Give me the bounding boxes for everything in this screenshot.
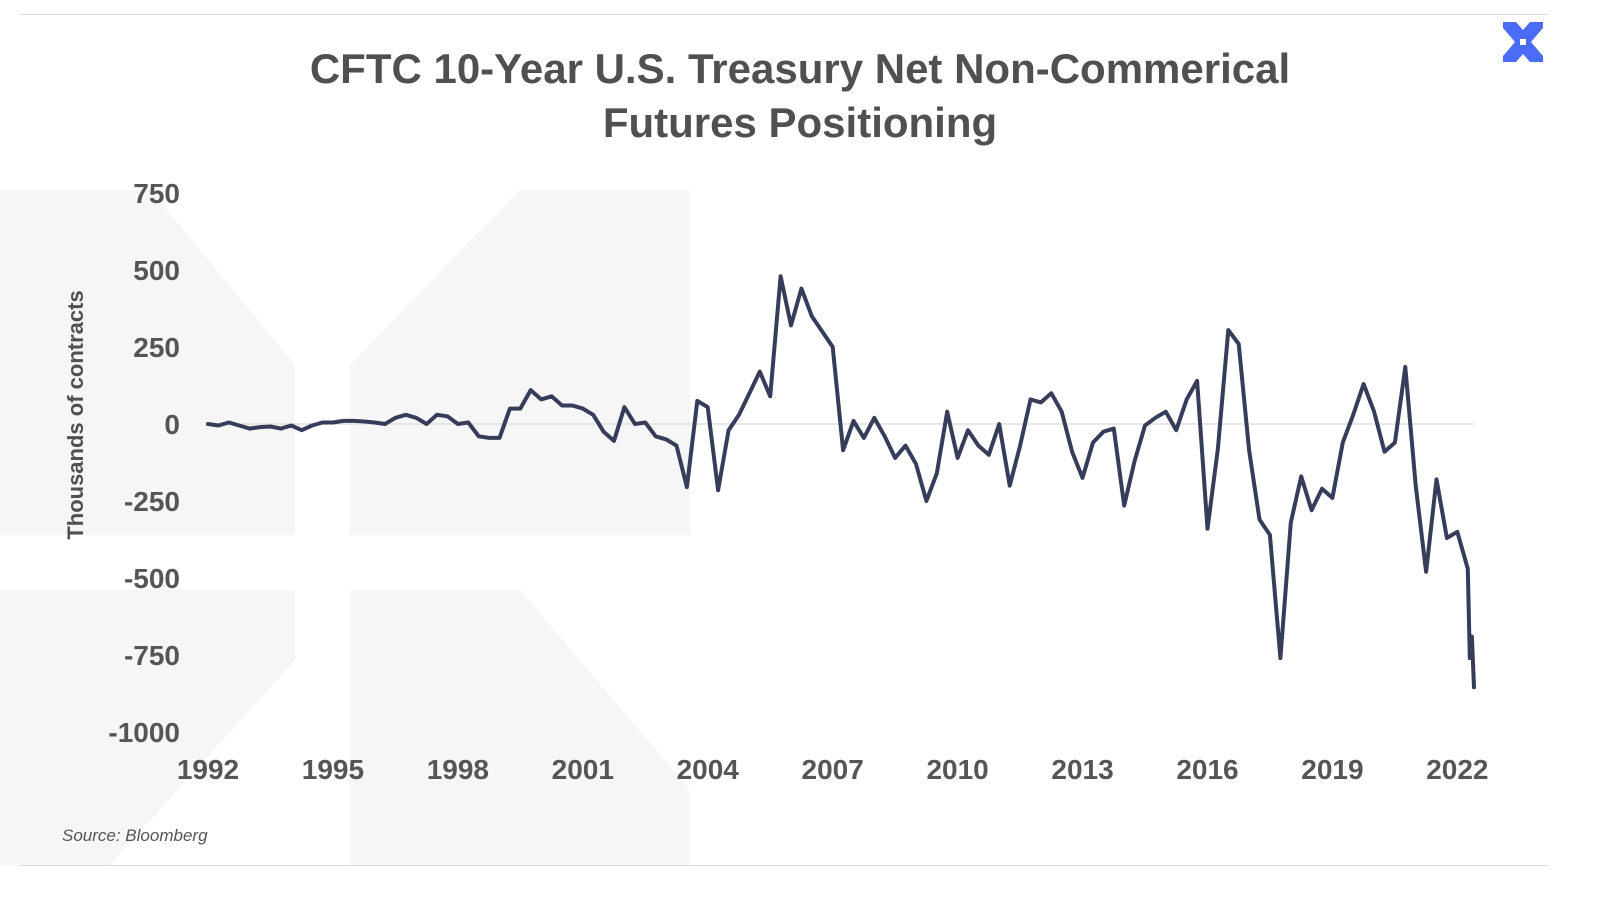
x-tick-label: 2019 — [1301, 754, 1363, 785]
x-tick-label: 1995 — [302, 754, 364, 785]
x-tick-label: 2010 — [926, 754, 988, 785]
y-tick-label: -250 — [124, 486, 180, 517]
source-note: Source: Bloomberg — [62, 826, 208, 845]
y-tick-label: -1000 — [108, 717, 180, 748]
watermark-logo — [0, 190, 690, 865]
bottom-divider — [20, 865, 1548, 866]
y-tick-label: -750 — [124, 640, 180, 671]
top-divider — [20, 14, 1548, 15]
y-tick-label: -500 — [124, 563, 180, 594]
x-tick-label: 2004 — [677, 754, 740, 785]
x-tick-label: 2022 — [1426, 754, 1488, 785]
chart-title-line-2: Futures Positioning — [602, 99, 998, 146]
brand-logo-icon — [1503, 22, 1543, 62]
x-tick-label: 1998 — [427, 754, 489, 785]
x-tick-label: 2007 — [802, 754, 864, 785]
chart-title: CFTC 10-Year U.S. Treasury Net Non-Comme… — [0, 42, 1600, 150]
chart-title-line-1: CFTC 10-Year U.S. Treasury Net Non-Comme… — [309, 45, 1291, 92]
y-tick-label: 0 — [164, 409, 180, 440]
y-tick-label: 500 — [133, 255, 180, 286]
x-tick-label: 2001 — [552, 754, 614, 785]
series-line — [206, 274, 1476, 690]
x-tick-label: 1992 — [177, 754, 239, 785]
x-tick-label: 2016 — [1176, 754, 1238, 785]
x-tick-label: 2013 — [1051, 754, 1113, 785]
y-tick-label: 250 — [133, 332, 180, 363]
y-tick-label: 750 — [133, 178, 180, 209]
